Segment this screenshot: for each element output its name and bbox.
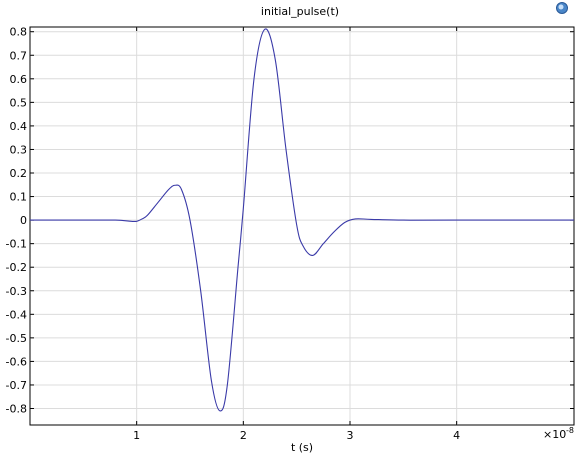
y-tick-label: -0.2 — [6, 261, 27, 274]
y-tick-label: -0.6 — [6, 355, 27, 368]
y-tick-label: 0.5 — [10, 96, 28, 109]
y-tick-label: -0.4 — [6, 308, 27, 321]
y-tick-label: 0 — [20, 214, 27, 227]
y-tick-label: -0.5 — [6, 332, 27, 345]
x-tick-label: 3 — [347, 429, 354, 442]
y-tick-label: 0.4 — [10, 120, 28, 133]
corner-logo-icon — [556, 2, 568, 14]
y-axis-ticks: 0.8 0.7 0.6 0.5 0.4 0.3 0.2 0.1 0 -0.1 -0.2 -0.3 -0.… — [6, 26, 574, 416]
x-scale-multiplier: ×10 -8 — [543, 426, 574, 441]
series-line-initial-pulse — [30, 28, 574, 412]
x-axis-label: t (s) — [291, 441, 313, 454]
y-tick-label: 0.3 — [10, 143, 28, 156]
chart-title: initial_pulse(t) — [261, 5, 339, 18]
y-tick-label: 0.2 — [10, 167, 28, 180]
y-tick-label: -0.8 — [6, 403, 27, 416]
y-tick-label: 0.6 — [10, 73, 28, 86]
series-layer — [30, 28, 574, 412]
x-scale-exponent: -8 — [566, 426, 574, 435]
x-tick-label: 2 — [240, 429, 247, 442]
y-tick-label: -0.7 — [6, 379, 27, 392]
plot-area — [29, 26, 575, 426]
y-tick-label: -0.1 — [6, 238, 27, 251]
x-tick-label: 1 — [133, 429, 140, 442]
x-scale-base: ×10 — [543, 428, 566, 441]
x-tick-label: 4 — [453, 429, 460, 442]
y-tick-label: 0.8 — [10, 26, 28, 39]
x-axis-ticks: 1 2 3 4 — [133, 27, 460, 442]
y-tick-label: 0.1 — [10, 191, 28, 204]
y-tick-label: -0.3 — [6, 285, 27, 298]
y-tick-label: 0.7 — [10, 49, 28, 62]
